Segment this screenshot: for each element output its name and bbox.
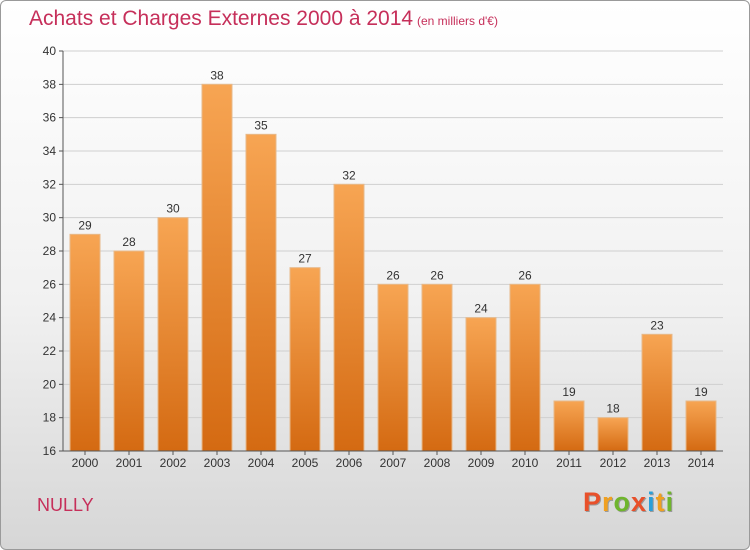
value-label-2003: 38: [210, 68, 224, 82]
logo-letter: t: [655, 487, 666, 517]
bar-2011: [553, 400, 585, 452]
y-tick-label: 18: [43, 411, 57, 425]
y-tick-label: 40: [43, 44, 57, 58]
x-tick-label-2005: 2005: [292, 456, 319, 470]
y-tick-label: 30: [43, 211, 57, 225]
x-tick-label-2007: 2007: [380, 456, 407, 470]
value-label-2007: 26: [386, 268, 400, 282]
value-label-2001: 28: [122, 235, 136, 249]
logo-letter: o: [613, 487, 632, 517]
labels: 16 18 20 22 24 26 28 30 32 34 36 38 40 29 2000 28 2001 30…: [43, 44, 715, 470]
bar-2014: [685, 400, 717, 452]
logo-letter: P: [583, 487, 603, 517]
x-tick-label-2009: 2009: [468, 456, 495, 470]
x-tick-label-2014: 2014: [688, 456, 715, 470]
x-tick-label-2006: 2006: [336, 456, 363, 470]
value-label-2006: 32: [342, 168, 356, 182]
value-label-2009: 24: [474, 302, 488, 316]
y-tick-label: 38: [43, 77, 57, 91]
y-tick-label: 20: [43, 377, 57, 391]
bar-2005: [289, 267, 321, 452]
bar-2010: [509, 283, 541, 452]
x-tick-label-2013: 2013: [644, 456, 671, 470]
bar-2012: [597, 417, 629, 452]
value-label-2005: 27: [298, 252, 312, 266]
bar-2006: [333, 183, 365, 452]
city-label: NULLY: [37, 495, 94, 515]
value-label-2004: 35: [254, 118, 268, 132]
y-tick-label: 36: [43, 111, 57, 125]
value-label-2008: 26: [430, 268, 444, 282]
y-tick-label: 22: [43, 344, 57, 358]
y-tick-label: 34: [43, 144, 57, 158]
x-tick-label-2008: 2008: [424, 456, 451, 470]
value-label-2010: 26: [518, 268, 532, 282]
x-tick-label-2011: 2011: [556, 456, 582, 470]
y-tick-label: 28: [43, 244, 57, 258]
chart-title: Achats et Charges Externes 2000 à 2014: [29, 7, 414, 30]
value-label-2000: 29: [78, 218, 92, 232]
x-tick-label-2012: 2012: [600, 456, 627, 470]
bar-2009: [465, 317, 497, 452]
x-tick-label-2004: 2004: [248, 456, 275, 470]
bar-2001: [113, 250, 145, 452]
x-tick-label-2001: 2001: [116, 456, 143, 470]
bar-2008: [421, 283, 453, 452]
bars: [69, 83, 717, 452]
y-tick-label: 26: [43, 277, 57, 291]
bar-2013: [641, 333, 673, 452]
bar-2003: [201, 83, 233, 452]
x-tick-label-2002: 2002: [160, 456, 187, 470]
y-tick-label: 32: [43, 177, 57, 191]
logo-letter: r: [602, 487, 614, 517]
value-label-2014: 19: [694, 385, 708, 399]
axes: [59, 50, 723, 455]
bar-2002: [157, 217, 189, 452]
bar-2004: [245, 133, 277, 452]
bar-2000: [69, 233, 101, 452]
logo-letter: i: [647, 487, 656, 517]
value-label-2012: 18: [606, 402, 620, 416]
y-tick-label: 24: [43, 311, 57, 325]
bar-2007: [377, 283, 409, 452]
value-label-2011: 19: [562, 385, 576, 399]
x-tick-label-2003: 2003: [204, 456, 231, 470]
chart-subtitle: (en milliers d'€): [417, 14, 498, 28]
logo-letter: i: [665, 487, 675, 517]
x-tick-label-2010: 2010: [512, 456, 539, 470]
logo-letter: x: [631, 487, 648, 517]
value-label-2002: 30: [166, 202, 180, 216]
y-tick-label: 16: [43, 444, 57, 458]
value-label-2013: 23: [650, 318, 664, 332]
proxiti-logo: Proxiti: [583, 487, 674, 518]
x-tick-label-2000: 2000: [72, 456, 99, 470]
